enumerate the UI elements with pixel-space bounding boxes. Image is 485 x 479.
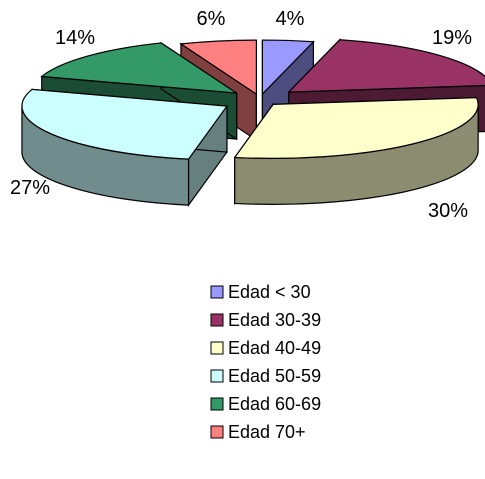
legend-label: Edad 60-69 bbox=[228, 394, 321, 414]
data-label: 4% bbox=[276, 8, 305, 30]
data-label: 6% bbox=[197, 8, 226, 30]
legend-swatch bbox=[210, 369, 224, 383]
data-label: 14% bbox=[55, 27, 95, 49]
pie-slice-top bbox=[261, 39, 315, 96]
legend-label: Edad 30-39 bbox=[228, 310, 321, 330]
pie-slice-top bbox=[287, 39, 485, 93]
legend: Edad < 30 Edad 30-39 Edad 40-49 Edad 50-59 E… bbox=[210, 282, 321, 442]
legend-label: Edad 40-49 bbox=[228, 338, 321, 358]
pie-slices bbox=[21, 38, 485, 208]
legend-label: Edad 50-59 bbox=[228, 366, 321, 386]
data-label: 19% bbox=[432, 27, 472, 49]
legend-label: Edad < 30 bbox=[228, 282, 311, 302]
data-label: 27% bbox=[10, 177, 50, 199]
legend-swatch bbox=[210, 313, 224, 327]
pie-slice bbox=[233, 96, 479, 206]
legend-swatch bbox=[210, 341, 224, 355]
pie-slice-top bbox=[233, 96, 479, 159]
pie-slice-top bbox=[179, 39, 258, 96]
legend-swatch bbox=[210, 285, 224, 299]
pie-slice-top bbox=[21, 88, 229, 160]
legend-swatch bbox=[210, 397, 224, 411]
pie-slice-top bbox=[40, 42, 238, 94]
pie-slice bbox=[21, 88, 229, 208]
legend-label: Edad 70+ bbox=[228, 422, 306, 442]
legend-swatch bbox=[210, 425, 224, 439]
data-label: 30% bbox=[428, 200, 468, 222]
data-labels: 4% 19% 30% 27% 14% 6% bbox=[10, 8, 472, 222]
